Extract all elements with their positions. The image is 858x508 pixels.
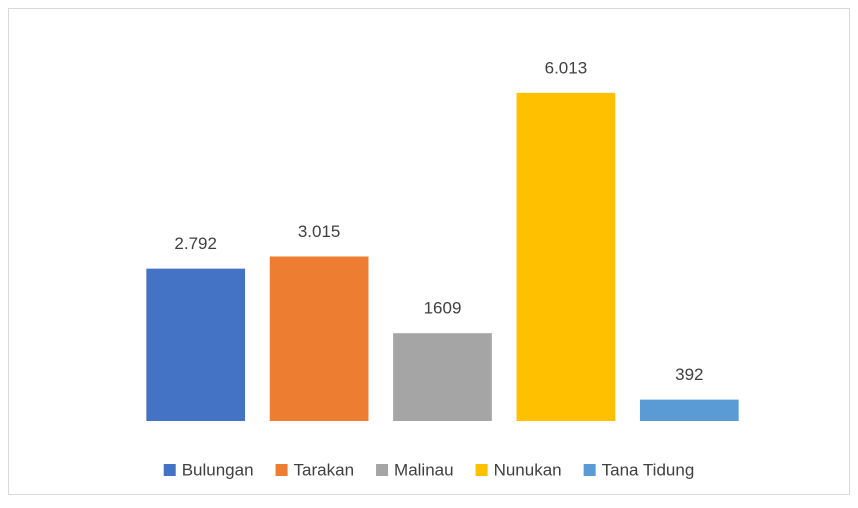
legend-swatch — [583, 464, 596, 476]
legend-label: Malinau — [394, 460, 454, 479]
bar — [393, 333, 492, 421]
legend-swatch — [475, 464, 488, 476]
data-label: 2.792 — [174, 234, 217, 253]
data-label: 3.015 — [298, 222, 341, 241]
bar — [639, 399, 739, 421]
data-label: 6.013 — [545, 58, 588, 77]
legend-label: Nunukan — [494, 460, 562, 479]
legend-swatch — [163, 464, 176, 476]
bar — [269, 256, 369, 421]
legend-swatch — [275, 464, 288, 476]
data-label: 392 — [675, 365, 703, 384]
bar — [516, 92, 616, 421]
data-label: 1609 — [424, 299, 462, 318]
bar — [146, 268, 246, 421]
legend-swatch — [376, 464, 389, 476]
legend-label: Bulungan — [182, 460, 254, 479]
chart-border — [8, 8, 850, 495]
legend-label: Tana Tidung — [602, 460, 695, 479]
legend-label: Tarakan — [294, 460, 354, 479]
